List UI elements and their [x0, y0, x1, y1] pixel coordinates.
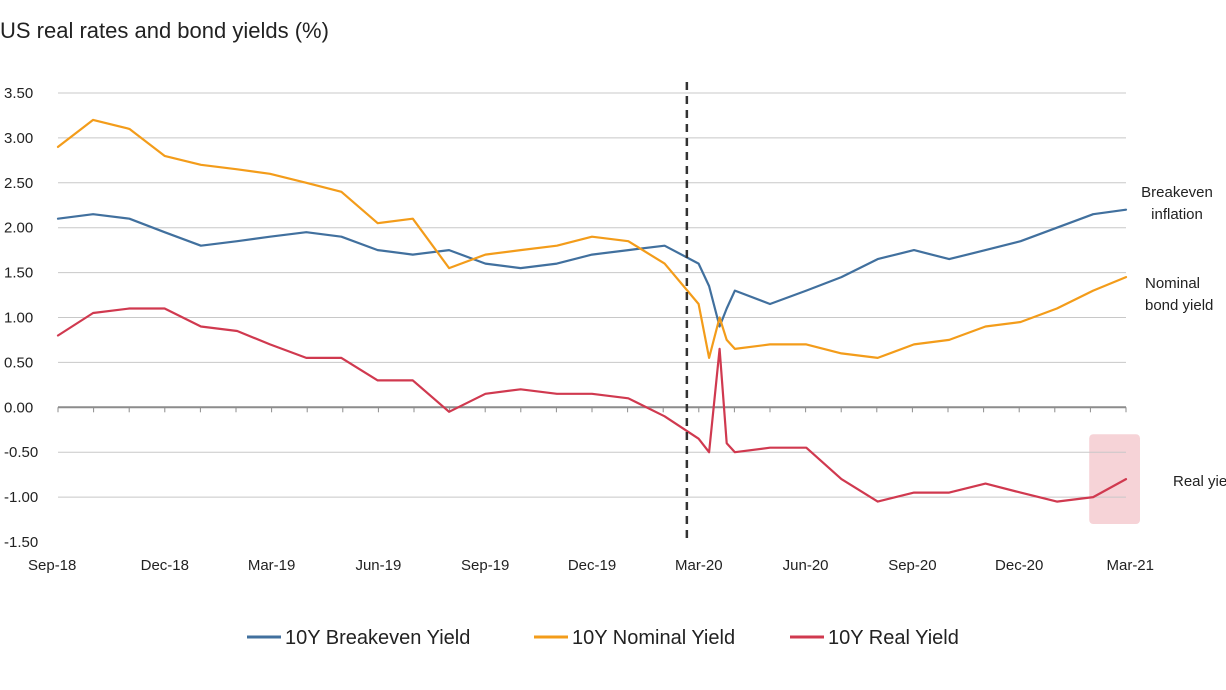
series-line	[56, 118, 1128, 359]
x-tick-label: Jun-20	[783, 557, 829, 574]
x-tick-label: Mar-21	[1106, 557, 1154, 574]
series-annotation: bond yield	[1145, 297, 1213, 314]
y-tick-label: 2.50	[4, 175, 33, 192]
y-tick-label: -1.50	[4, 534, 38, 551]
gridlines	[58, 92, 1126, 498]
highlight-box	[1089, 434, 1140, 525]
x-tick-label: Mar-19	[248, 557, 296, 574]
series-line	[56, 307, 1128, 503]
x-tick-label: Sep-20	[888, 557, 936, 574]
y-tick-label: -0.50	[4, 444, 38, 461]
series-annotation: Nominal	[1145, 275, 1200, 292]
y-tick-label: 0.50	[4, 354, 33, 371]
legend: 10Y Breakeven Yield 10Y Nominal Yield 10Y …	[247, 627, 959, 649]
y-tick-label: 2.00	[4, 220, 33, 237]
series-annotation: Real yield	[1173, 473, 1226, 490]
y-tick-label: 1.50	[4, 265, 33, 282]
legend-label: 10Y Breakeven Yield	[285, 627, 470, 649]
x-tick-label: Dec-18	[141, 557, 189, 574]
series-annotation: inflation	[1151, 206, 1203, 223]
series-line	[56, 208, 1128, 328]
axes: 3.50 3.00 2.50 2.00 1.50 1.00 0.50 0.00 -0.50 -1.…	[4, 85, 1154, 574]
y-tick-label: -1.00	[4, 489, 38, 506]
y-tick-label: 0.00	[4, 399, 33, 416]
y-tick-label: 3.50	[4, 85, 33, 102]
x-tick-label: Dec-19	[568, 557, 616, 574]
x-tick-label: Sep-18	[28, 557, 76, 574]
x-tick-label: Mar-20	[675, 557, 723, 574]
x-tick-label: Dec-20	[995, 557, 1043, 574]
legend-label: 10Y Real Yield	[828, 627, 959, 649]
y-tick-label: 1.00	[4, 310, 33, 327]
series-lines	[56, 118, 1128, 503]
x-tick-label: Sep-19	[461, 557, 509, 574]
annotations: Breakeven inflation Nominal bond yield Real …	[1141, 184, 1226, 490]
y-tick-label: 3.00	[4, 130, 33, 147]
chart-title: US real rates and bond yields (%)	[0, 18, 329, 43]
x-tick-label: Jun-19	[355, 557, 401, 574]
highlight-region	[1089, 434, 1140, 525]
legend-label: 10Y Nominal Yield	[572, 627, 735, 649]
series-annotation: Breakeven	[1141, 184, 1213, 201]
